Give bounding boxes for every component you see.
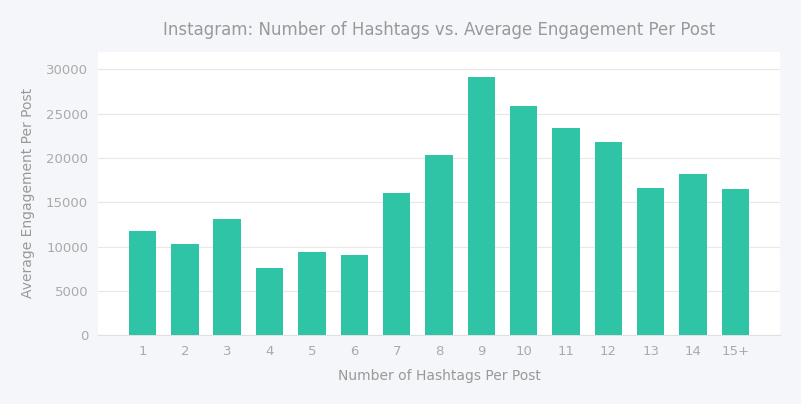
Bar [214,219,241,335]
Bar [383,193,410,335]
Bar [298,252,326,335]
Y-axis label: Average Engagement Per Post: Average Engagement Per Post [21,88,34,299]
Bar [552,128,580,335]
Bar [468,77,495,335]
Bar [594,142,622,335]
Bar [171,244,199,335]
Bar [637,188,665,335]
X-axis label: Number of Hashtags Per Post: Number of Hashtags Per Post [337,369,541,383]
Bar [510,105,537,335]
Bar [722,189,749,335]
Bar [340,255,368,335]
Bar [679,174,706,335]
Bar [256,268,284,335]
Title: Instagram: Number of Hashtags vs. Average Engagement Per Post: Instagram: Number of Hashtags vs. Averag… [163,21,715,39]
Bar [129,231,156,335]
Bar [425,155,453,335]
